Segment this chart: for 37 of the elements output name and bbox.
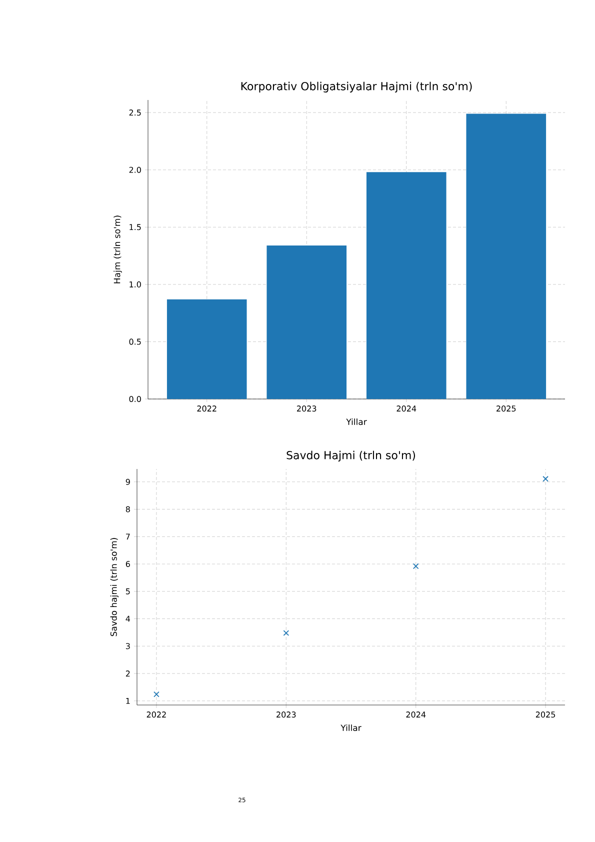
x-axis-title: Yillar	[346, 418, 367, 426]
y-tick-label: 1.5	[130, 224, 141, 230]
bar	[466, 114, 546, 399]
chart-title: Korporativ Obligatsiyalar Hajmi (trln so'm)	[241, 82, 472, 92]
point	[283, 630, 290, 636]
y-tick-label: 0.5	[129, 338, 141, 345]
y-axis-title: Savdo hajmi (trln so'm)	[110, 538, 119, 636]
x-tick-label: 2022	[197, 406, 216, 412]
bar	[366, 172, 446, 399]
x-tick-label: 2023	[276, 712, 296, 718]
y-tick-label: 2.0	[129, 166, 141, 173]
x-tick-label: 2025	[496, 406, 516, 412]
y-tick-label: 1.0	[130, 281, 141, 288]
x-tick-label: 2022	[146, 712, 166, 718]
x-axis-title: Yillar	[340, 724, 362, 732]
y-tick-label: 0.0	[129, 396, 141, 402]
y-tick-label: 4	[126, 616, 130, 622]
point	[412, 563, 419, 570]
y-tick-label: 6	[126, 560, 130, 568]
y-tick-label: 8	[126, 506, 130, 512]
chart-title: Savdo Hajmi (trln so'm)	[286, 450, 416, 462]
x-tick-label: 2024	[406, 712, 426, 718]
y-axis-title: Hajm (trln so'm)	[114, 216, 122, 284]
bar	[166, 299, 247, 399]
y-tick-label: 5	[126, 588, 130, 594]
point	[542, 476, 548, 482]
y-tick-label: 3	[126, 643, 130, 650]
y-tick-label: 9	[126, 478, 130, 485]
x-tick-label: 2023	[297, 406, 316, 412]
point	[154, 691, 160, 698]
y-tick-label: 2	[126, 670, 130, 676]
y-tick-label: 1	[126, 698, 130, 704]
x-tick-label: 2025	[536, 712, 556, 718]
bar	[266, 245, 347, 399]
y-tick-label: 2.5	[129, 110, 141, 116]
y-tick-label: 7	[126, 534, 130, 540]
x-tick-label: 2024	[396, 406, 416, 412]
